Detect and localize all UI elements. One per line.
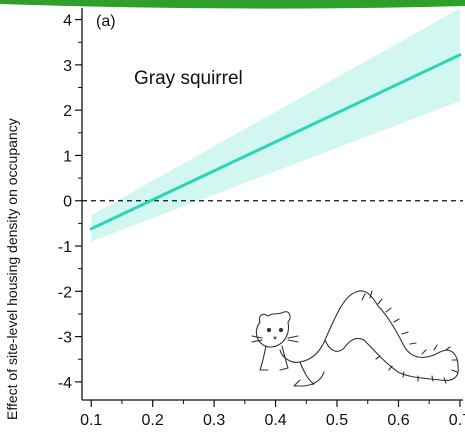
series-annotation: Gray squirrel xyxy=(134,68,243,89)
y-tick-label: -3 xyxy=(58,330,72,347)
x-tick-label: 0.1 xyxy=(80,412,102,429)
confidence-band xyxy=(91,8,460,242)
x-tick-label: 0.6 xyxy=(387,412,409,429)
x-tick-label: 0.2 xyxy=(142,412,164,429)
x-tick-label: 0.4 xyxy=(264,412,286,429)
x-tick-label: 0.7 xyxy=(449,412,465,429)
confidence-band-layer xyxy=(91,8,460,242)
y-tick-label: 2 xyxy=(63,103,72,120)
tick-layer: -4 -3 -2 -1 0 1 2 3 4 0.1 0.2 0.3 0.4 0.5 0.6 0.7 xyxy=(58,13,465,429)
series-line xyxy=(89,53,462,231)
x-tick-label: 0.5 xyxy=(326,412,348,429)
y-axis-label: Effect of site-level housing density on … xyxy=(4,118,20,420)
y-tick-label: -4 xyxy=(58,375,72,392)
y-tick-label: 0 xyxy=(63,194,72,211)
panel-label: (a) xyxy=(96,13,116,30)
axes-layer xyxy=(81,8,463,401)
y-tick-label: -2 xyxy=(58,284,72,301)
y-tick-label: 3 xyxy=(63,58,72,75)
y-tick-label: -1 xyxy=(58,239,72,256)
top-accent-bar xyxy=(0,0,465,9)
y-tick-label: 4 xyxy=(63,13,72,30)
series-line-layer xyxy=(89,53,462,231)
x-tick-label: 0.3 xyxy=(203,412,225,429)
y-tick-label: 1 xyxy=(63,148,72,165)
squirrel-illustration xyxy=(251,290,459,387)
